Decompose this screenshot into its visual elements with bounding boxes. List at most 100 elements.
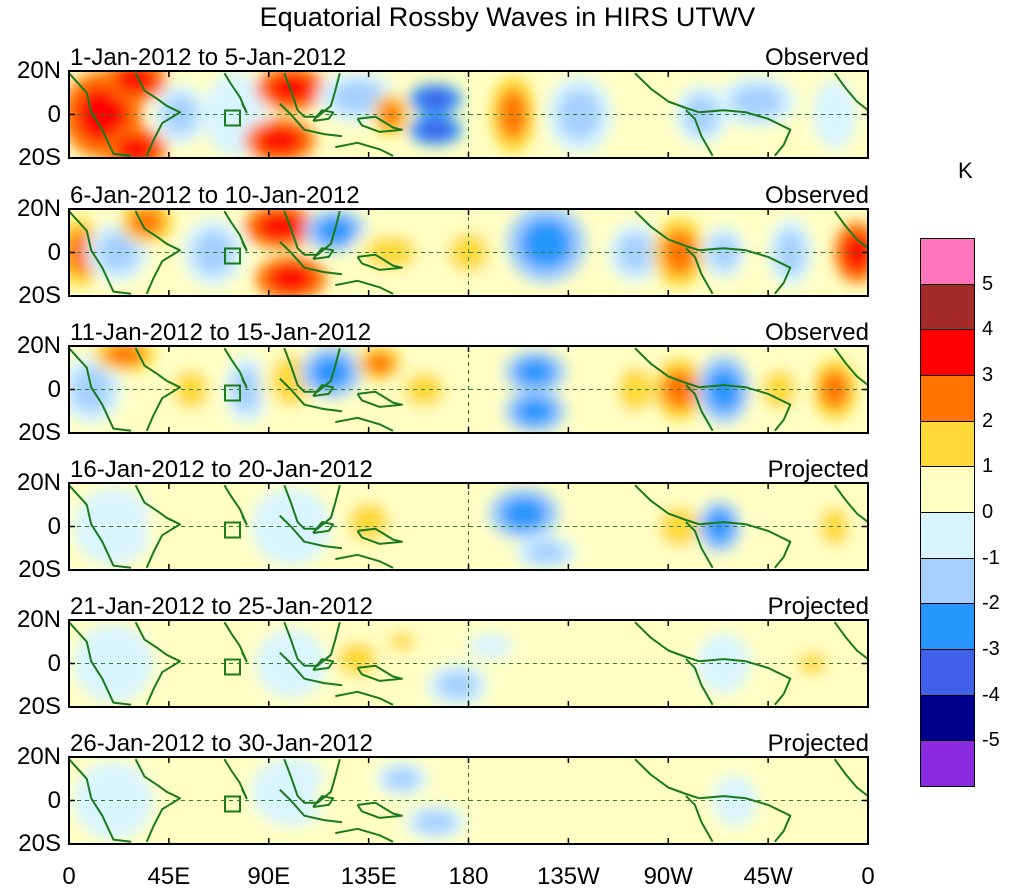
coastline (685, 521, 714, 569)
anomaly-core (256, 126, 303, 155)
coastline (279, 788, 343, 824)
anomaly-core (415, 810, 456, 834)
coastline (69, 210, 132, 295)
coastline (356, 664, 403, 682)
coastline (223, 347, 248, 389)
anomaly-core (476, 637, 506, 655)
coastline (69, 621, 132, 706)
lat-label: 0 (47, 375, 61, 403)
panel-date-range: 1-Jan-2012 to 5-Jan-2012 (70, 44, 347, 71)
anomaly-core (761, 369, 797, 410)
coastline (685, 658, 714, 706)
map-panel (68, 619, 869, 708)
coastline (312, 247, 335, 260)
coastline (69, 758, 132, 843)
lat-label: 0 (47, 100, 61, 128)
lat-label: 20S (18, 830, 61, 857)
coastline (279, 651, 343, 687)
anomaly-core (387, 633, 417, 651)
lat-label: 20S (18, 556, 61, 583)
anomaly-core (348, 502, 389, 542)
figure-title: Equatorial Rossby Waves in HIRS UTWV (259, 2, 756, 32)
coastline (223, 484, 248, 526)
anomaly-core (331, 80, 384, 115)
colorbar-label: 4 (982, 318, 994, 341)
coastline (699, 384, 792, 432)
coastline (312, 384, 335, 397)
coastline (685, 109, 714, 157)
coastline (223, 621, 248, 663)
coastline (356, 115, 403, 133)
coastline (335, 141, 394, 157)
anomaly-core (365, 352, 395, 375)
coastline (685, 384, 714, 432)
coastline (69, 72, 132, 157)
lon-label: 90W (643, 863, 693, 890)
coastline (312, 521, 335, 534)
coastline (312, 795, 335, 808)
coastline (279, 102, 343, 138)
coastline (634, 347, 700, 389)
colorbar-swatch (920, 329, 975, 376)
coastline (223, 72, 248, 114)
lat-label: 20N (16, 743, 61, 770)
colorbar-label: 5 (982, 272, 994, 295)
coastline (833, 484, 868, 523)
anomaly-core (115, 135, 156, 158)
anomaly-core (517, 775, 576, 826)
colorbar-swatch (920, 238, 975, 285)
coastline (833, 621, 868, 660)
anomaly-core (215, 86, 256, 143)
panel-date-range: 26-Jan-2012 to 30-Jan-2012 (70, 730, 373, 757)
coastline (356, 801, 403, 819)
coastline (335, 279, 394, 295)
lat-label: 20S (18, 282, 61, 309)
coastline (134, 484, 181, 569)
anomaly-core (500, 496, 548, 531)
region-box (224, 109, 242, 127)
region-box (224, 795, 242, 813)
anomaly-core (129, 209, 164, 237)
anomaly-core (709, 235, 739, 270)
lon-label: 0 (861, 863, 875, 890)
anomaly-core (417, 119, 453, 140)
anomaly-core (592, 503, 633, 550)
coastline (134, 210, 181, 295)
colorbar-unit: K (958, 158, 973, 183)
anomaly-core (70, 366, 112, 413)
anomaly-core (115, 71, 156, 94)
coastline (634, 210, 700, 252)
colorbar (920, 238, 977, 787)
anomaly-core (731, 84, 783, 119)
coastline (685, 247, 714, 295)
anomaly-core (417, 89, 453, 110)
coastline (283, 621, 341, 667)
lat-label: 0 (47, 512, 61, 540)
coastline (69, 347, 132, 432)
lat-label: 20S (18, 144, 61, 171)
anomaly-core (525, 541, 567, 564)
coastline (283, 758, 341, 804)
anomaly-core (820, 369, 850, 410)
panel-date-range: 16-Jan-2012 to 20-Jan-2012 (70, 456, 373, 483)
anomaly-core (759, 506, 800, 547)
region-box (224, 521, 242, 539)
anomaly-core (520, 218, 573, 270)
colorbar-label: -4 (982, 683, 1000, 706)
lon-label: 45E (147, 863, 191, 890)
lat-label: 0 (47, 786, 61, 814)
colorbar-label: -2 (982, 592, 1000, 615)
colorbar-label: 3 (982, 364, 994, 386)
coastline (634, 621, 700, 663)
lat-label: 20N (16, 57, 61, 84)
map-panel (68, 756, 869, 845)
panel-type: Observed (764, 44, 869, 71)
colorbar-swatch (920, 420, 975, 468)
panel-type: Projected (767, 593, 869, 620)
anomaly-core (514, 397, 556, 426)
coastline (134, 347, 181, 432)
coastline (685, 795, 714, 843)
panel-date-range: 11-Jan-2012 to 15-Jan-2012 (70, 319, 372, 346)
anomaly-core (267, 264, 315, 293)
panel-type: Projected (767, 730, 869, 757)
